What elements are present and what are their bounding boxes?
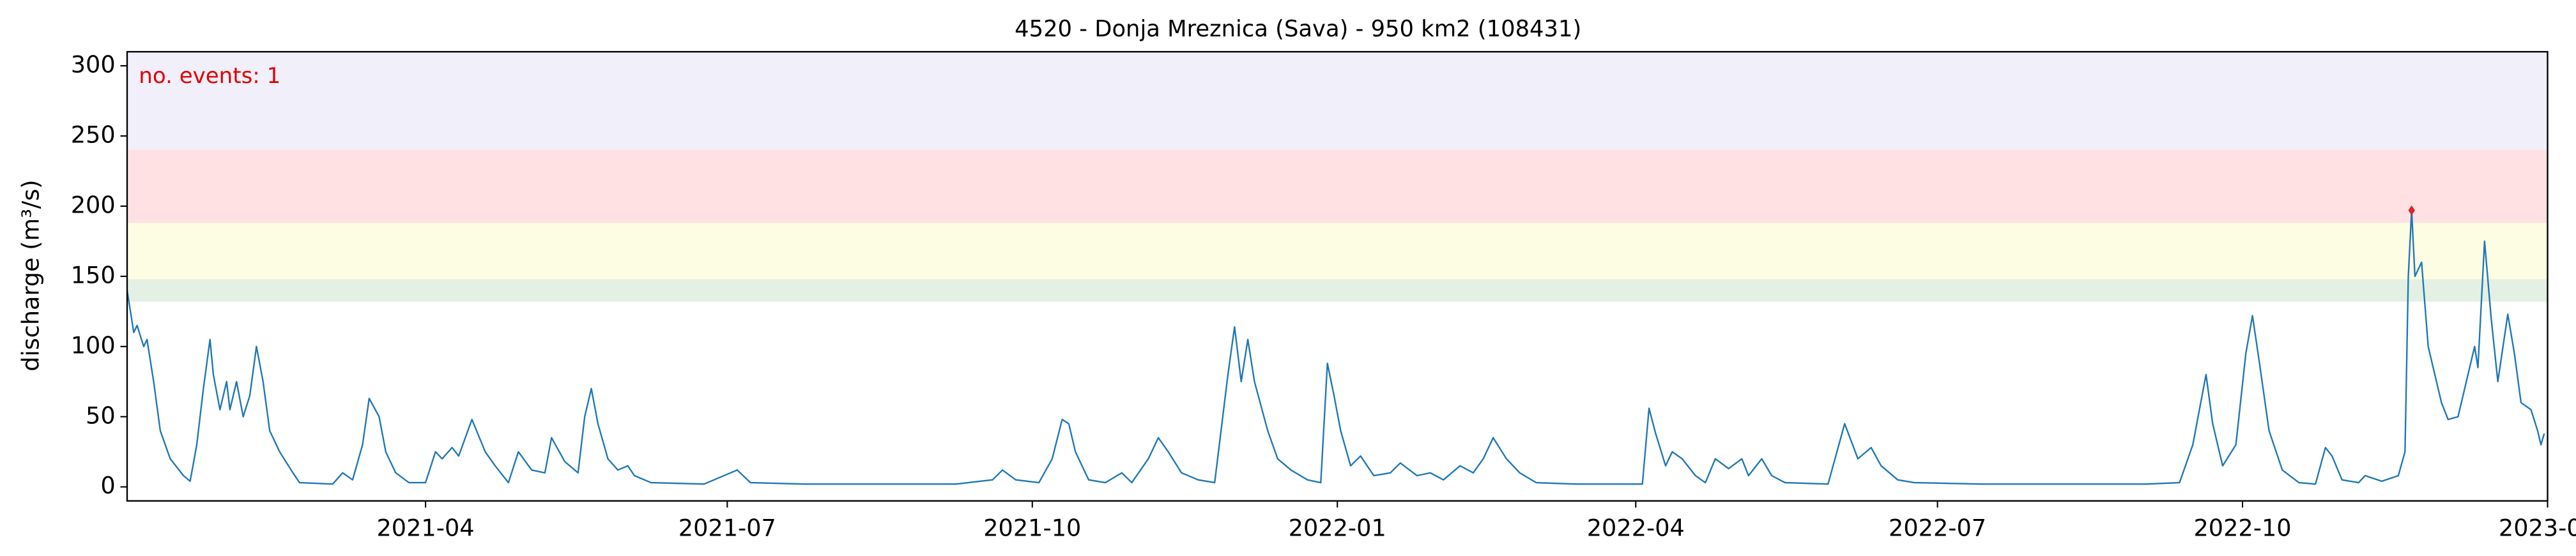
x-tick-label: 2022-07: [1889, 515, 1986, 542]
y-tick-label: 250: [71, 121, 116, 149]
x-tick-label: 2023-01: [2499, 515, 2576, 542]
y-axis-label: discharge (m³/s): [17, 179, 44, 371]
events-annotation: no. events: 1: [139, 63, 280, 89]
y-tick-label: 100: [71, 331, 116, 359]
event-marker: [2408, 205, 2415, 216]
threshold-band: [126, 149, 2548, 223]
threshold-band: [126, 279, 2548, 302]
y-tick-label: 50: [86, 402, 116, 429]
y-tick-label: 0: [100, 472, 115, 499]
threshold-band: [126, 223, 2548, 280]
y-tick-label: 200: [71, 191, 116, 218]
plot-frame: [126, 50, 2549, 502]
x-tick-label: 2021-07: [678, 515, 776, 542]
x-tick-label: 2022-10: [2193, 515, 2291, 542]
chart-title: 4520 - Donja Mreznica (Sava) - 950 km2 (…: [1015, 16, 1581, 42]
y-tick-label: 300: [71, 51, 116, 79]
threshold-band: [126, 52, 2548, 150]
x-tick-label: 2022-04: [1587, 515, 1685, 542]
y-tick-label: 150: [71, 261, 116, 289]
x-tick-label: 2021-04: [377, 515, 475, 542]
discharge-line: [126, 209, 2545, 485]
x-tick-label: 2022-01: [1289, 515, 1386, 542]
x-tick-label: 2021-10: [983, 515, 1081, 542]
